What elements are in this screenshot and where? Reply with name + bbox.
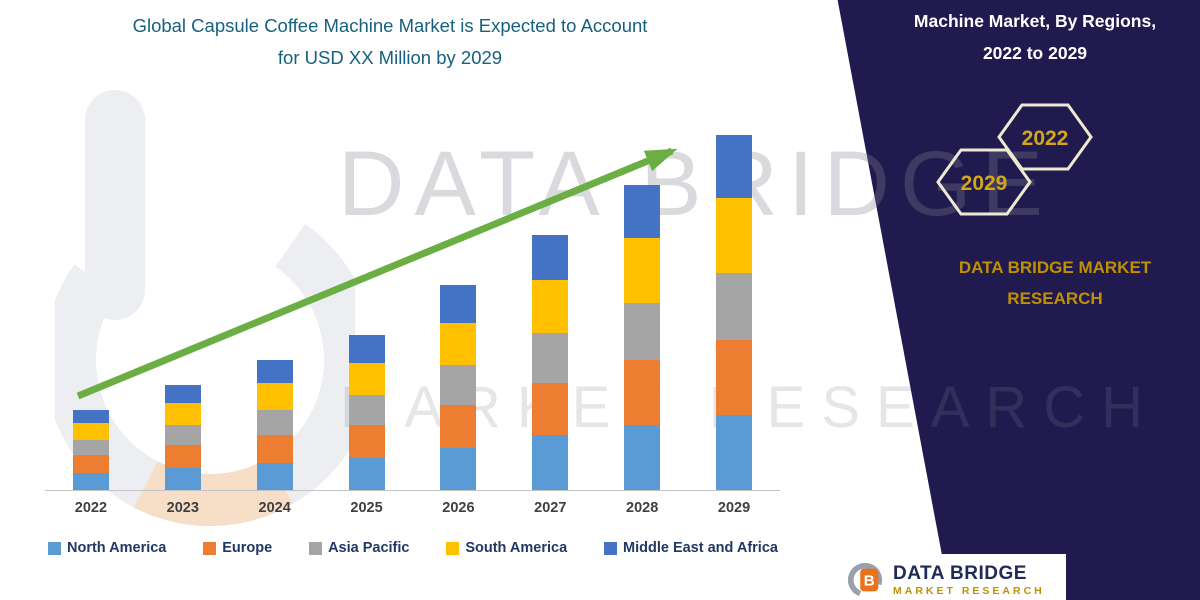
bar-segment (348, 425, 385, 458)
bar-segment (624, 185, 661, 238)
legend-item: North America (48, 540, 166, 556)
x-tick-label: 2026 (442, 500, 475, 516)
bar-segment (348, 362, 385, 395)
hexagon-year-2029: 2029 (961, 172, 1008, 195)
legend-label: South America (465, 540, 568, 556)
bar-2026 (440, 285, 477, 490)
legend-swatch (309, 541, 323, 555)
legend-swatch (48, 541, 61, 555)
legend-label: Asia Pacific (328, 540, 410, 556)
hexagon-year-2022: 2022 (1022, 127, 1069, 150)
bar-2024 (256, 360, 293, 490)
panel-brand: DATA BRIDGE MARKET RESEARCH (905, 252, 1200, 315)
legend-item: Middle East and Africa (604, 540, 778, 556)
x-tick-label: 2022 (74, 500, 108, 516)
bar-segment (532, 332, 569, 383)
bar-segment (440, 322, 477, 365)
bar-segment (72, 440, 109, 455)
x-labels: 2022 2023 2024 2025 2026 2027 2028 2029 (45, 500, 780, 516)
panel-heading-line2: 2022 to 2029 (982, 42, 1088, 63)
legend-label: Middle East and Africa (623, 540, 778, 556)
footer-logo-icon: B (847, 562, 883, 598)
chart-title: Global Capsule Coffee Machine Market is … (40, 10, 740, 75)
bar-segment (716, 197, 753, 273)
bar-2022 (72, 410, 109, 490)
bar-segment (348, 335, 385, 363)
legend-swatch (604, 541, 617, 555)
bar-segment (440, 365, 477, 405)
bar-segment (164, 467, 201, 490)
legend-swatch (203, 541, 217, 555)
bar-segment (716, 340, 753, 415)
x-tick-label: 2023 (166, 500, 199, 516)
bar-segment (164, 425, 201, 445)
x-tick-label: 2029 (717, 500, 751, 516)
x-tick-label: 2027 (534, 500, 567, 516)
stacked-bar-chart: 2022 2023 2024 2025 2026 2027 2028 2029 (45, 100, 780, 516)
bar-segment (164, 402, 201, 425)
bar-segment (256, 360, 293, 383)
footer-logo-name: DATA BRIDGE (893, 563, 1027, 585)
legend-swatch (446, 541, 460, 555)
bar-segment (256, 462, 293, 490)
year-hexagons: 2029 2022 (936, 103, 1093, 216)
bar-segment (72, 422, 109, 440)
bar-segment (72, 455, 109, 473)
chart-title-line1: Global Capsule Coffee Machine Market is … (132, 15, 648, 36)
bar-segment (624, 237, 661, 303)
bar-segment (72, 472, 109, 490)
bar-segment (716, 135, 753, 198)
legend-item: Europe (203, 540, 272, 556)
bars (45, 100, 780, 491)
bar-segment (164, 385, 201, 403)
legend-label: North America (67, 540, 167, 556)
chart-title-line2: for USD XX Million by 2029 (277, 47, 503, 69)
panel-heading-line1: Machine Market, By Regions, (913, 11, 1157, 31)
bar-2027 (532, 235, 569, 490)
bar-segment (532, 435, 569, 490)
bar-2023 (164, 385, 201, 490)
hexagon-2022 (997, 103, 1093, 171)
panel-brand-line2: RESEARCH (1007, 289, 1103, 309)
bar-segment (440, 447, 477, 490)
legend-label: Europe (222, 540, 273, 556)
bar-2025 (348, 335, 385, 490)
bar-2028 (624, 185, 661, 490)
bar-2029 (716, 135, 753, 490)
bar-segment (532, 235, 569, 280)
bar-segment (256, 410, 293, 435)
x-tick-label: 2028 (626, 500, 659, 516)
bar-segment (164, 445, 201, 468)
footer-logo: B DATA BRIDGE MARKET RESEARCH (838, 554, 1066, 600)
x-tick-label: 2025 (350, 500, 383, 516)
legend: North America Europe Asia Pacific South Ame… (48, 540, 778, 556)
bar-segment (72, 410, 109, 423)
bar-segment (440, 405, 477, 448)
bar-segment (532, 280, 569, 333)
footer-logo-sub: MARKET RESEARCH (893, 584, 1045, 597)
bar-segment (716, 415, 753, 490)
bar-segment (440, 285, 477, 323)
panel-brand-line1: DATA BRIDGE MARKET (958, 258, 1152, 277)
svg-text:B: B (864, 573, 875, 590)
bar-segment (624, 425, 661, 490)
bar-segment (348, 457, 385, 490)
bar-segment (716, 272, 753, 340)
bar-segment (256, 435, 293, 463)
bar-segment (532, 382, 569, 435)
x-tick-label: 2024 (258, 500, 291, 516)
legend-item: South America (446, 540, 567, 556)
bar-segment (624, 302, 661, 360)
bar-segment (624, 360, 661, 425)
bar-segment (256, 382, 293, 410)
panel-heading: Machine Market, By Regions, 2022 to 2029 (875, 6, 1195, 69)
footer-logo-text: DATA BRIDGE MARKET RESEARCH (893, 563, 1045, 597)
legend-item: Asia Pacific (309, 540, 409, 556)
bar-segment (348, 395, 385, 425)
